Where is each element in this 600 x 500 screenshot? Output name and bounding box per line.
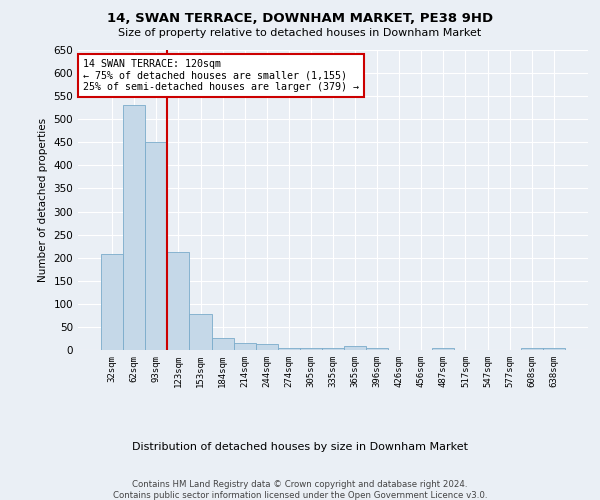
- Text: Contains public sector information licensed under the Open Government Licence v3: Contains public sector information licen…: [113, 491, 487, 500]
- Bar: [344, 346, 366, 350]
- Bar: [167, 252, 190, 350]
- Bar: [256, 344, 278, 350]
- Bar: [212, 338, 233, 350]
- Bar: [433, 348, 454, 350]
- Bar: [123, 106, 145, 350]
- Text: Contains HM Land Registry data © Crown copyright and database right 2024.: Contains HM Land Registry data © Crown c…: [132, 480, 468, 489]
- Bar: [101, 254, 123, 350]
- Text: Distribution of detached houses by size in Downham Market: Distribution of detached houses by size …: [132, 442, 468, 452]
- Text: Size of property relative to detached houses in Downham Market: Size of property relative to detached ho…: [118, 28, 482, 38]
- Bar: [145, 142, 167, 350]
- Text: 14 SWAN TERRACE: 120sqm
← 75% of detached houses are smaller (1,155)
25% of semi: 14 SWAN TERRACE: 120sqm ← 75% of detache…: [83, 59, 359, 92]
- Bar: [521, 348, 543, 350]
- Text: 14, SWAN TERRACE, DOWNHAM MARKET, PE38 9HD: 14, SWAN TERRACE, DOWNHAM MARKET, PE38 9…: [107, 12, 493, 26]
- Bar: [543, 348, 565, 350]
- Bar: [366, 348, 388, 350]
- Bar: [322, 348, 344, 350]
- Bar: [278, 348, 300, 350]
- Bar: [233, 343, 256, 350]
- Bar: [190, 314, 212, 350]
- Y-axis label: Number of detached properties: Number of detached properties: [38, 118, 48, 282]
- Bar: [300, 348, 322, 350]
